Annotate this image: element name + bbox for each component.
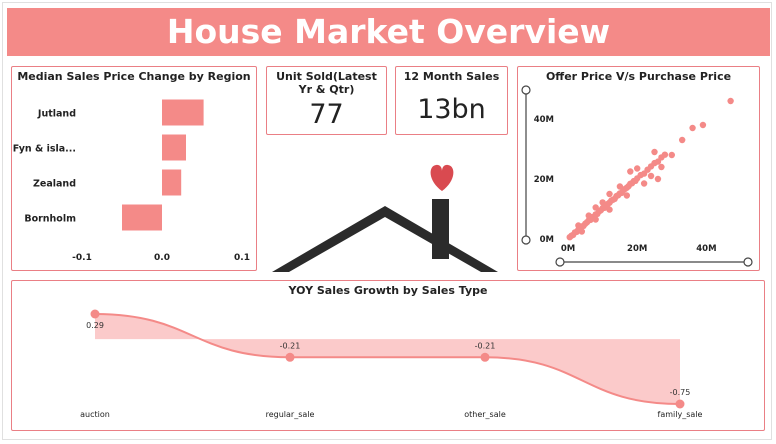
region-label: Fyn & isla... bbox=[13, 144, 76, 155]
yoy-x-tick-label: family_sale bbox=[658, 410, 703, 419]
heart-icon bbox=[430, 164, 454, 191]
yoy-point bbox=[90, 309, 100, 319]
yoy-data-label: -0.75 bbox=[670, 388, 691, 397]
yoy-series-line bbox=[94, 313, 681, 405]
region-x-tick-label: 0.0 bbox=[154, 253, 170, 263]
scatter-point bbox=[727, 97, 734, 105]
y-zoom-slider-handle-bottom[interactable] bbox=[521, 235, 531, 245]
region-bar bbox=[122, 204, 162, 231]
dashboard-frame bbox=[2, 2, 772, 440]
scatter-y-tick-label: 40M bbox=[534, 115, 554, 125]
region-label: Jutland bbox=[37, 109, 76, 120]
region-bar bbox=[162, 99, 204, 126]
region-label: Bornholm bbox=[24, 214, 76, 225]
scatter-point bbox=[627, 168, 634, 175]
region-bar bbox=[162, 134, 186, 161]
scatter-point bbox=[658, 163, 665, 171]
yoy-growth-chart[interactable]: 0.29 auction -0.21 regular_sale -0.21 other_s… bbox=[12, 281, 764, 430]
scatter-x-tick-label: 20M bbox=[627, 244, 647, 254]
scatter-point bbox=[651, 148, 658, 156]
x-zoom-slider-handle-left[interactable] bbox=[555, 257, 565, 267]
twelve-month-sales-value: 13bn bbox=[417, 94, 486, 125]
scatter-y-tick-label: 20M bbox=[534, 175, 554, 185]
yoy-x-tick-label: regular_sale bbox=[266, 410, 315, 419]
y-zoom-slider-handle-top[interactable] bbox=[521, 85, 531, 95]
offer-vs-purchase-title: Offer Price V/s Purchase Price bbox=[545, 70, 732, 83]
yoy-x-tick-label: other_sale bbox=[464, 410, 506, 419]
house-with-heart-icon bbox=[272, 164, 498, 272]
scatter-point bbox=[661, 151, 669, 158]
scatter-point bbox=[578, 228, 586, 235]
region-chart-card[interactable]: Median Sales Price Change by Region Jutl… bbox=[11, 66, 257, 271]
chimney-icon bbox=[432, 199, 449, 259]
yoy-data-label: -0.21 bbox=[280, 341, 301, 350]
scatter-point bbox=[689, 124, 696, 132]
units-sold-title: Unit Sold(Latest Yr & Qtr) bbox=[276, 70, 377, 96]
units-sold-card[interactable]: Unit Sold(Latest Yr & Qtr) 77 bbox=[266, 66, 387, 135]
scatter-point bbox=[668, 151, 675, 159]
offer-vs-purchase-card[interactable]: Offer Price V/s Purchase Price 0M 20M 40M 0… bbox=[517, 66, 760, 271]
yoy-area-fill bbox=[95, 314, 680, 404]
scatter-point bbox=[606, 190, 613, 198]
yoy-x-tick-label: auction bbox=[80, 410, 110, 419]
region-bar bbox=[162, 169, 182, 196]
scatter-point bbox=[599, 199, 606, 206]
scatter-point bbox=[606, 206, 613, 213]
yoy-point bbox=[480, 352, 490, 362]
scatter-point bbox=[699, 121, 707, 129]
scatter-x-tick-label: 40M bbox=[696, 244, 716, 254]
scatter-point bbox=[647, 172, 655, 180]
scatter-point bbox=[678, 136, 686, 144]
roof-icon bbox=[272, 206, 498, 272]
yoy-growth-title: YOY Sales Growth by Sales Type bbox=[288, 284, 488, 297]
scatter-point bbox=[585, 212, 592, 219]
twelve-month-sales-title: 12 Month Sales bbox=[403, 70, 500, 83]
scatter-point bbox=[634, 165, 641, 172]
yoy-point bbox=[285, 352, 295, 362]
region-chart-title: Median Sales Price Change by Region bbox=[17, 70, 251, 83]
scatter-point bbox=[592, 204, 599, 211]
yoy-point bbox=[675, 399, 685, 409]
yoy-data-label: 0.29 bbox=[86, 321, 104, 330]
scatter-point bbox=[616, 183, 624, 190]
units-sold-value: 77 bbox=[309, 99, 344, 130]
region-label: Zealand bbox=[33, 179, 76, 190]
offer-vs-purchase-chart[interactable]: 0M 20M 40M 0M 20M 40M bbox=[518, 67, 759, 270]
region-x-tick-label: 0.1 bbox=[234, 253, 250, 263]
dashboard-title: House Market Overview bbox=[7, 8, 770, 56]
scatter-point bbox=[575, 222, 582, 229]
scatter-y-tick-label: 0M bbox=[540, 235, 554, 245]
twelve-month-sales-card[interactable]: 12 Month Sales 13bn bbox=[395, 66, 508, 135]
region-x-tick-label: -0.1 bbox=[72, 253, 92, 263]
yoy-data-label: -0.21 bbox=[475, 341, 496, 350]
scatter-x-tick-label: 0M bbox=[561, 244, 575, 254]
x-zoom-slider-handle-right[interactable] bbox=[743, 257, 753, 267]
region-bar-chart[interactable]: Jutland Fyn & isla... Zealand Bornholm -0.1 0… bbox=[12, 67, 256, 270]
scatter-point bbox=[592, 216, 599, 223]
yoy-growth-card[interactable]: YOY Sales Growth by Sales Type 0.29 aucti… bbox=[11, 280, 765, 431]
scatter-point bbox=[654, 175, 662, 183]
scatter-point bbox=[623, 192, 631, 199]
scatter-point bbox=[640, 180, 648, 187]
